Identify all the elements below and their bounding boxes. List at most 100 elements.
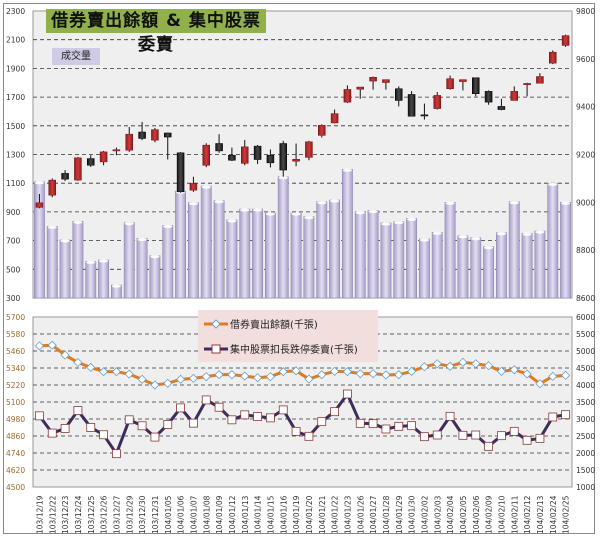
short-balance-point <box>227 370 237 380</box>
volume-bar-cap <box>291 212 301 216</box>
volume-bar-cap <box>548 182 558 186</box>
short-balance-point <box>548 371 558 381</box>
lower-right-tick-label: 1500 <box>576 466 595 475</box>
volume-bar-cap <box>150 255 160 259</box>
volume-bar <box>380 222 392 299</box>
volume-bar-cap <box>34 181 45 185</box>
candle-up <box>99 151 108 163</box>
upper-right-tick-label: 9800 <box>576 7 595 16</box>
sell-orders-point <box>86 423 96 432</box>
x-tick-label-date: 104/01/08 <box>202 495 211 534</box>
x-tick-label-date: 104/02/03 <box>433 495 442 534</box>
candle-up <box>459 79 467 82</box>
short-balance-point <box>34 341 44 351</box>
volume-bar <box>393 221 405 299</box>
candle-up <box>446 78 454 89</box>
short-balance-point <box>291 366 301 376</box>
short-balance-point <box>381 370 391 380</box>
volume-bar <box>534 230 546 299</box>
lower-right-tick-label: 3000 <box>576 415 595 424</box>
x-tick-label-date: 103/12/29 <box>125 495 134 534</box>
volume-bar <box>226 219 238 299</box>
sell-orders-point <box>150 432 160 442</box>
volume-bar-cap <box>124 222 134 226</box>
lower-right-tick-label: 5000 <box>576 347 595 356</box>
x-tick-label-date: 104/01/22 <box>331 495 340 534</box>
sell-orders-point <box>47 428 57 438</box>
volume-bar <box>149 255 161 299</box>
sell-orders-point <box>266 413 275 423</box>
candle-down <box>407 94 416 117</box>
x-tick-label-date: 104/01/29 <box>395 495 404 534</box>
sell-orders-point <box>394 421 404 431</box>
volume-bar <box>521 233 533 299</box>
candle-down <box>164 132 172 138</box>
short-balance-point <box>471 359 481 369</box>
short-balance-point <box>484 361 494 371</box>
volume-bar-cap <box>560 201 571 205</box>
candle-up <box>561 35 570 46</box>
lower-right-tick-label: 3500 <box>576 398 595 407</box>
short-balance-point <box>240 371 250 381</box>
volume-bar <box>406 218 417 299</box>
candle-up <box>74 157 82 181</box>
short-balance-point <box>509 365 519 375</box>
x-tick-label-date: 104/01/06 <box>177 495 186 534</box>
short-balance-point <box>253 373 263 383</box>
x-tick-label-date: 104/01/27 <box>369 495 378 534</box>
sell-orders-point <box>343 389 352 399</box>
upper-right-tick-label: 8800 <box>576 246 595 255</box>
short-balance-point <box>445 361 455 371</box>
lower-left-tick-label: 5700 <box>6 313 25 322</box>
x-tick-label-date: 104/01/19 <box>292 495 301 534</box>
candle-down <box>176 152 185 193</box>
candle-down <box>395 88 403 101</box>
volume-bar-cap <box>252 208 263 212</box>
x-tick-label-date: 104/02/11 <box>510 495 519 534</box>
volume-bar-cap <box>394 221 404 225</box>
short-balance-point <box>111 367 121 377</box>
volume-bar <box>98 259 109 299</box>
volume-bar <box>277 176 289 299</box>
legend-label: 集中股票扣長跌停委賣(千張) <box>230 345 358 356</box>
volume-bar <box>59 239 71 299</box>
lower-right-tick-label: 5500 <box>576 330 595 339</box>
volume-bar-cap <box>163 224 173 229</box>
upper-right-tick-label: 9600 <box>576 55 595 64</box>
candle-up <box>356 86 364 90</box>
volume-bar <box>265 212 276 299</box>
volume-bar <box>367 210 379 299</box>
volume-bar-cap <box>496 232 507 236</box>
volume-bar-cap <box>342 168 353 172</box>
x-tick-label-date: 103/12/22 <box>48 495 57 534</box>
candle-up <box>510 91 518 101</box>
volume-bar-cap <box>60 239 70 243</box>
volume-bar-cap <box>445 201 455 205</box>
upper-left-tick-label: 1500 <box>6 122 25 131</box>
sell-orders-point <box>278 405 288 415</box>
upper-left-tick-label: 300 <box>6 294 21 303</box>
sell-orders-point <box>445 411 455 421</box>
x-tick-label-date: 104/02/10 <box>497 495 506 534</box>
volume-bar-cap <box>47 225 57 229</box>
volume-bar <box>470 237 482 299</box>
volume-bar <box>188 202 199 299</box>
x-tick-label-date: 104/01/07 <box>189 495 198 534</box>
candle-down <box>279 143 287 171</box>
sell-orders-point <box>291 426 301 436</box>
short-balance-point <box>73 357 83 368</box>
volume-bar-cap <box>535 230 545 234</box>
volume-bar-cap <box>329 199 340 203</box>
volume-bar <box>252 208 264 299</box>
x-tick-label-date: 104/01/30 <box>408 495 417 534</box>
candle-up <box>151 129 159 141</box>
upper-left-tick-label: 500 <box>6 265 21 274</box>
x-tick-label-date: 103/12/30 <box>138 495 147 534</box>
sell-orders-point <box>214 402 224 412</box>
lower-left-tick-label: 4740 <box>6 449 25 458</box>
candle-up <box>35 202 44 208</box>
volume-bar <box>85 261 97 299</box>
volume-bar <box>329 199 340 299</box>
volume-bar-cap <box>188 201 199 206</box>
lower-left-tick-label: 4860 <box>6 432 25 441</box>
